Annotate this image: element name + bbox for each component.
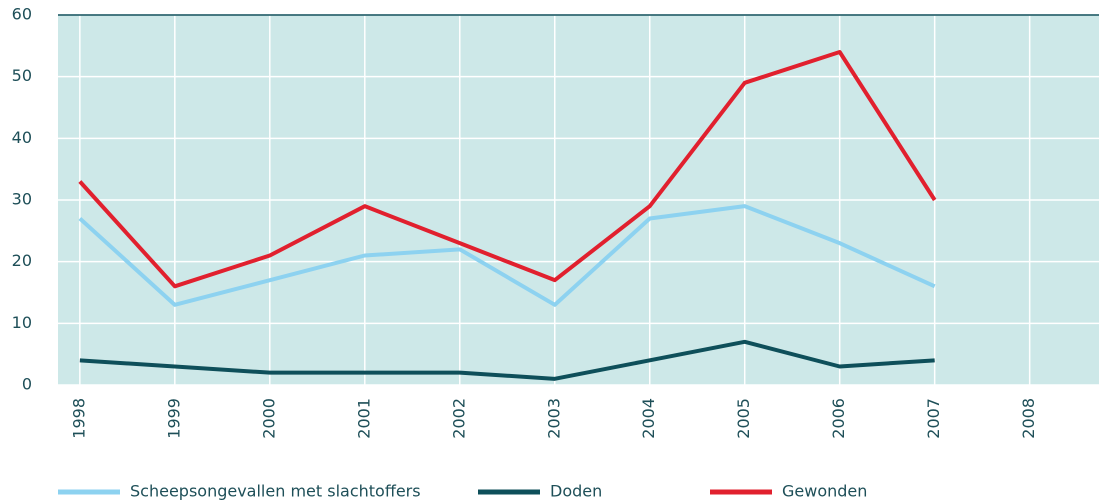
y-tick-label: 50: [12, 66, 32, 85]
legend-label: Scheepsongevallen met slachtoffers: [130, 482, 421, 501]
series-line: [78, 204, 936, 307]
y-tick-label: 60: [12, 5, 32, 24]
x-tick-label: 1999: [164, 398, 183, 439]
x-tick-label: 2007: [924, 398, 943, 439]
x-tick-label: 2006: [829, 398, 848, 439]
series-line: [78, 50, 937, 289]
legend-label: Doden: [550, 482, 602, 501]
series-line: [79, 339, 935, 381]
x-tick-label: 2003: [544, 398, 563, 439]
y-tick-label: 0: [22, 375, 32, 394]
y-tick-label: 20: [12, 251, 32, 270]
x-tick-label: 2001: [354, 398, 373, 439]
legend-label: Gewonden: [782, 482, 867, 501]
x-tick-label: 2004: [639, 398, 658, 439]
y-tick-label: 10: [12, 313, 32, 332]
x-tick-label: 2008: [1019, 398, 1038, 439]
y-tick-label: 30: [12, 190, 32, 209]
x-tick-label: 1998: [69, 398, 88, 439]
x-tick-label: 2000: [259, 398, 278, 439]
x-tick-label: 2005: [734, 398, 753, 439]
y-tick-label: 40: [12, 128, 32, 147]
x-tick-label: 2002: [449, 398, 468, 439]
